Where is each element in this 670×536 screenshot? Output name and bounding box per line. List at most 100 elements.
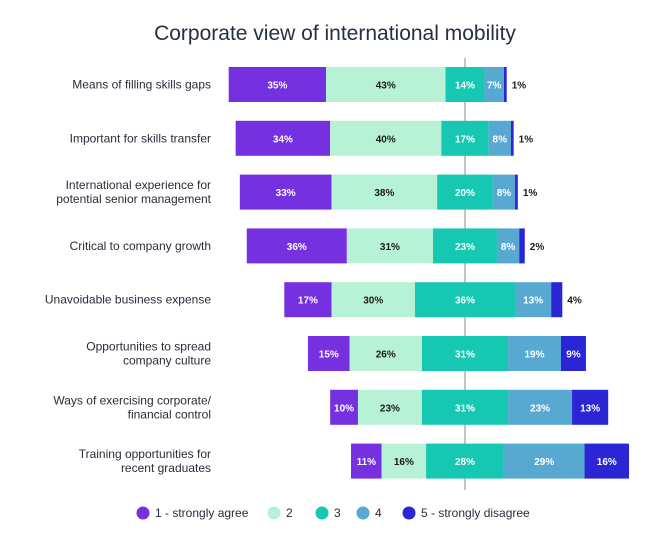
data-label: 26% [376,350,396,361]
bar-segment [330,389,358,425]
data-label: 31% [380,242,400,253]
bar-segment [519,228,525,264]
bar-segment [488,120,511,156]
data-label: 29% [534,457,554,468]
legend-label: 1 - strongly agree [155,506,249,520]
bar-segment [246,228,347,264]
data-label: 8% [501,242,516,253]
legend-label: 4 [375,506,382,520]
bar-segment [572,389,609,425]
bars-group: Means of filling skills gaps 35% 43% 14% 7% 1… [45,67,630,479]
data-label: 13% [580,403,600,414]
bar-segment [503,67,507,102]
category-label: Means of filling skills gaps [72,78,211,92]
data-label: 20% [455,188,475,199]
legend-swatch [356,506,370,520]
chart-title: Corporate view of international mobility [154,22,516,45]
data-label: 13% [523,296,543,307]
bar-row: Means of filling skills gaps 35% 43% 14% 7% 1… [72,67,526,102]
data-label: 31% [455,403,475,414]
data-label: 31% [455,350,475,361]
bar-segment [228,67,326,102]
bar-segment [421,336,509,371]
legend: 1 - strongly agree 2 3 4 5 - strongly disagr… [136,506,530,520]
bar-segment [441,120,489,156]
bar-segment [437,174,493,210]
legend-label: 5 - strongly disagree [421,506,530,520]
category-label-line: Training opportunities for [79,447,211,461]
bar-segment [381,443,427,479]
bar-segment [239,174,332,210]
category-label-line: financial control [128,407,211,421]
bar-segment [492,174,516,210]
data-label: 8% [493,134,508,145]
bar-segment [496,228,520,264]
category-label: Important for skills transfer [70,131,211,145]
bar-segment [584,443,630,479]
legend-item: 1 - strongly agree [136,506,249,520]
data-label: 40% [376,134,396,145]
bar-segment [331,174,438,210]
category-label-line: Ways of exercising corporate/ [53,393,211,407]
legend-item: 5 - strongly disagree [402,506,530,520]
data-label: 30% [363,296,383,307]
bar-segment [515,282,552,318]
bar-segment [357,389,422,425]
bar-segment [508,336,561,371]
data-label: 1% [519,134,534,145]
data-label: 23% [530,403,550,414]
data-label: 16% [394,457,414,468]
legend-item: 2 [267,506,293,520]
bar-segment [414,282,516,318]
data-label: 34% [273,134,293,145]
data-label: 2% [530,242,545,253]
legend-swatch [315,506,329,520]
bar-row: Training opportunities for recent graduat… [79,443,630,479]
bar-row: Important for skills transfer 34% 40% 17% 8%… [70,120,534,156]
category-label-line: Means of filling skills gaps [72,78,211,92]
bar-segment [235,120,331,156]
bar-segment [484,67,504,102]
bar-segment [515,174,518,210]
category-label-line: Unavoidable business expense [45,293,211,307]
legend-swatch [267,506,281,520]
data-label: 17% [455,134,475,145]
data-label: 15% [319,350,339,361]
data-label: 16% [597,457,617,468]
data-label: 8% [497,188,512,199]
bar-row: Ways of exercising corporate/financial c… [53,389,609,425]
bar-segment [307,336,350,371]
bar-segment [326,67,446,102]
category-label-line: International experience for [66,178,211,192]
legend-item: 3 [315,506,341,520]
legend-label: 3 [334,506,341,520]
legend-label: 2 [286,506,293,520]
data-label: 1% [512,81,527,92]
data-label: 23% [380,403,400,414]
data-label: 19% [524,350,544,361]
data-label: 38% [374,188,394,199]
bar-segment [351,443,382,479]
data-label: 17% [298,296,318,307]
data-label: 7% [487,81,502,92]
data-label: 43% [376,81,396,92]
bar-row: Opportunities to spread company culture 15… [86,336,586,371]
bar-segment [349,336,422,371]
data-label: 9% [566,350,581,361]
bar-segment [551,282,563,318]
data-label: 28% [455,457,475,468]
category-label-line: Opportunities to spread [86,340,211,354]
category-label: Training opportunities for recent graduat… [79,447,211,475]
bar-segment [433,228,497,264]
category-label-line: company culture [123,354,211,368]
bar-segment [346,228,434,264]
category-label-line: Important for skills transfer [70,131,211,145]
category-label: International experience for potential se… [56,178,211,206]
bar-segment [445,67,485,102]
data-label: 23% [455,242,475,253]
legend-item: 4 [356,506,382,520]
data-label: 11% [357,457,377,468]
data-label: 33% [276,188,296,199]
category-label: Opportunities to spread company culture [86,340,211,368]
